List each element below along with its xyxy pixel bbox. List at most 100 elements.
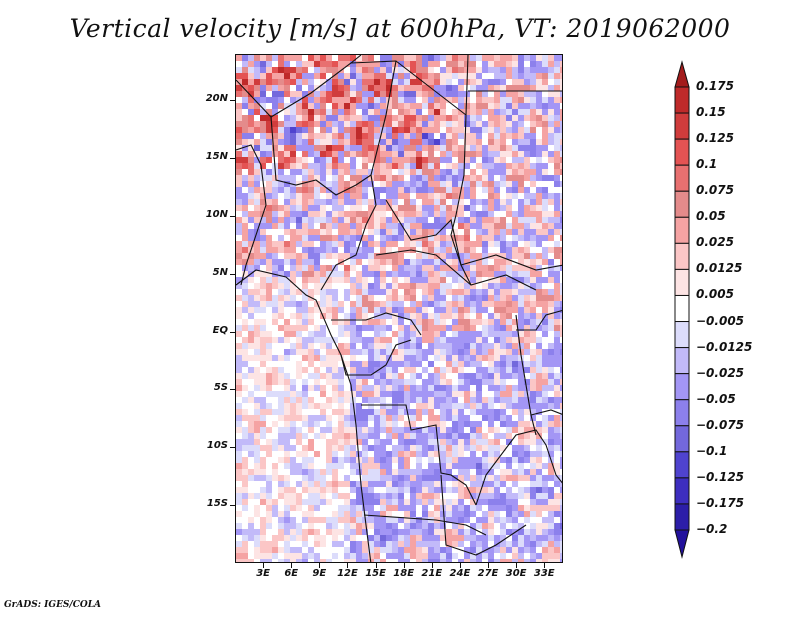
field-cell	[524, 511, 530, 517]
field-cell	[542, 211, 548, 217]
field-cell	[560, 331, 562, 337]
field-cell	[416, 301, 422, 307]
field-cell	[284, 445, 290, 451]
field-cell	[470, 253, 476, 259]
field-cell	[482, 379, 488, 385]
field-cell	[404, 115, 410, 121]
field-cell	[296, 73, 302, 79]
field-cell	[458, 433, 464, 439]
field-cell	[494, 379, 500, 385]
field-cell	[554, 541, 560, 547]
lon-tick	[291, 563, 293, 568]
field-cell	[326, 325, 332, 331]
field-cell	[344, 553, 350, 559]
field-cell	[542, 553, 548, 559]
field-cell	[470, 481, 476, 487]
field-cell	[290, 439, 296, 445]
field-cell	[560, 421, 562, 427]
field-cell	[356, 169, 362, 175]
field-cell	[422, 115, 428, 121]
field-cell	[494, 181, 500, 187]
field-cell	[530, 85, 536, 91]
field-cell	[242, 241, 248, 247]
field-cell	[302, 421, 308, 427]
field-cell	[344, 175, 350, 181]
field-cell	[392, 475, 398, 481]
field-cell	[512, 67, 518, 73]
field-cell	[356, 349, 362, 355]
field-cell	[476, 445, 482, 451]
field-cell	[524, 145, 530, 151]
field-cell	[482, 391, 488, 397]
field-cell	[518, 145, 524, 151]
field-cell	[308, 523, 314, 529]
field-cell	[320, 367, 326, 373]
field-cell	[368, 289, 374, 295]
field-cell	[362, 481, 368, 487]
field-cell	[458, 253, 464, 259]
field-cell	[524, 349, 530, 355]
field-cell	[254, 529, 260, 535]
field-cell	[488, 433, 494, 439]
field-cell	[326, 73, 332, 79]
field-cell	[284, 439, 290, 445]
field-cell	[392, 229, 398, 235]
field-cell	[500, 391, 506, 397]
field-cell	[512, 91, 518, 97]
field-cell	[278, 199, 284, 205]
field-cell	[452, 499, 458, 505]
field-cell	[296, 379, 302, 385]
field-cell	[440, 541, 446, 547]
field-cell	[350, 277, 356, 283]
field-cell	[344, 139, 350, 145]
field-cell	[500, 295, 506, 301]
field-cell	[236, 163, 242, 169]
field-cell	[248, 379, 254, 385]
field-cell	[296, 451, 302, 457]
field-cell	[272, 415, 278, 421]
field-cell	[452, 535, 458, 541]
field-cell	[422, 451, 428, 457]
field-cell	[260, 463, 266, 469]
field-cell	[416, 391, 422, 397]
field-cell	[362, 163, 368, 169]
field-cell	[530, 223, 536, 229]
field-cell	[350, 367, 356, 373]
field-cell	[554, 445, 560, 451]
field-cell	[392, 181, 398, 187]
field-cell	[380, 295, 386, 301]
field-cell	[434, 55, 440, 61]
field-cell	[446, 127, 452, 133]
field-cell	[512, 271, 518, 277]
field-cell	[236, 499, 242, 505]
field-cell	[560, 61, 562, 67]
field-cell	[542, 283, 548, 289]
field-cell	[434, 409, 440, 415]
field-cell	[242, 439, 248, 445]
field-cell	[314, 109, 320, 115]
field-cell	[284, 199, 290, 205]
field-cell	[398, 127, 404, 133]
field-cell	[368, 541, 374, 547]
field-cell	[488, 469, 494, 475]
field-cell	[302, 229, 308, 235]
field-cell	[530, 325, 536, 331]
field-cell	[254, 463, 260, 469]
field-cell	[536, 79, 542, 85]
field-cell	[284, 409, 290, 415]
field-cell	[506, 397, 512, 403]
field-cell	[344, 193, 350, 199]
field-cell	[290, 85, 296, 91]
field-cell	[260, 511, 266, 517]
field-cell	[428, 469, 434, 475]
field-cell	[434, 397, 440, 403]
field-cell	[308, 55, 314, 61]
field-cell	[368, 373, 374, 379]
field-cell	[302, 337, 308, 343]
field-cell	[494, 505, 500, 511]
field-cell	[440, 463, 446, 469]
field-cell	[272, 391, 278, 397]
field-cell	[446, 163, 452, 169]
field-cell	[560, 151, 562, 157]
field-cell	[494, 277, 500, 283]
